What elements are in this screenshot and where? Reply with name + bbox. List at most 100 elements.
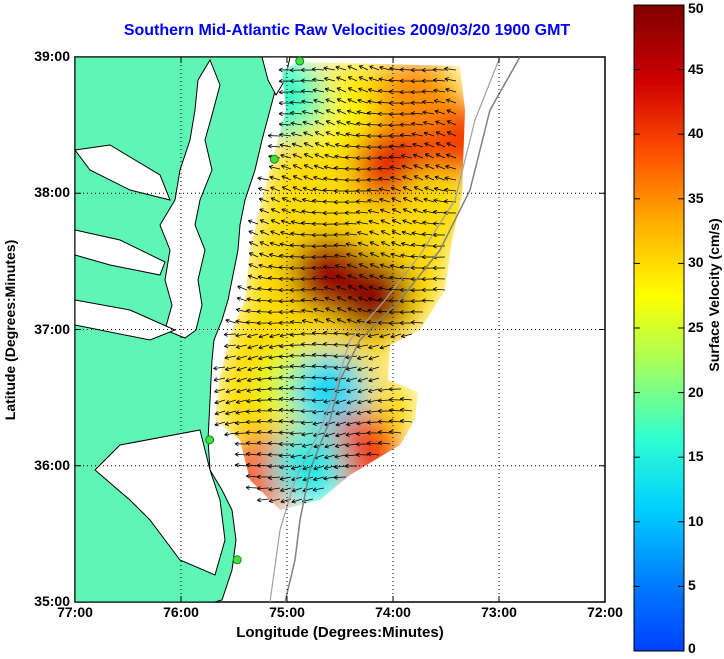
- velocity-arrowhead: [303, 131, 308, 133]
- velocity-arrow: [281, 208, 292, 214]
- velocity-arrow: [336, 109, 347, 115]
- velocity-arrowhead: [377, 122, 382, 126]
- velocity-arrowhead: [322, 378, 327, 381]
- velocity-arrowhead: [333, 221, 338, 225]
- velocity-arrow: [312, 410, 325, 414]
- velocity-arrowhead: [399, 102, 404, 106]
- velocity-arrow: [269, 253, 281, 258]
- velocity-arrowhead: [444, 78, 449, 82]
- velocity-arrowhead: [334, 167, 338, 171]
- velocity-arrow: [257, 431, 270, 434]
- velocity-arrowhead: [234, 453, 239, 457]
- velocity-arrowhead: [268, 355, 273, 359]
- velocity-arrowhead: [278, 300, 283, 304]
- velocity-arrow: [390, 176, 402, 181]
- velocity-arrow: [259, 253, 270, 258]
- velocity-arrow: [402, 186, 413, 192]
- velocity-arrow: [367, 399, 380, 403]
- velocity-arrowhead: [289, 244, 294, 248]
- velocity-arrowhead: [245, 442, 250, 446]
- velocity-arrow: [246, 442, 259, 445]
- velocity-arrowhead: [267, 397, 272, 400]
- velocity-arrowhead: [366, 179, 371, 182]
- velocity-arrowhead: [333, 477, 338, 480]
- velocity-arrow: [301, 421, 314, 424]
- velocity-arrow: [446, 131, 457, 137]
- velocity-arrowhead: [257, 379, 262, 382]
- velocity-arrowhead: [356, 346, 361, 349]
- velocity-arrowhead: [401, 165, 405, 169]
- velocity-arrowhead: [279, 335, 284, 338]
- velocity-arrowhead: [378, 440, 383, 444]
- velocity-arrowhead: [390, 187, 395, 191]
- velocity-arrow: [313, 99, 325, 104]
- velocity-arrowhead: [256, 463, 261, 466]
- velocity-arrowhead: [268, 365, 272, 369]
- velocity-arrowhead: [235, 320, 240, 324]
- velocity-arrowhead: [300, 254, 305, 258]
- velocity-arrowhead: [235, 410, 240, 414]
- velocity-arrowhead: [290, 334, 295, 338]
- velocity-arrow: [268, 277, 281, 280]
- velocity-arrowhead: [301, 319, 307, 321]
- velocity-arrowhead: [355, 179, 360, 183]
- velocity-arrowhead: [324, 435, 329, 438]
- velocity-arrowhead: [257, 276, 262, 280]
- velocity-arrow: [268, 366, 281, 369]
- velocity-arrow: [301, 432, 314, 436]
- velocity-arrowhead: [366, 133, 371, 137]
- velocity-arrowhead: [290, 121, 295, 124]
- velocity-arrowhead: [367, 411, 372, 415]
- velocity-arrow: [400, 134, 413, 137]
- velocity-arrowhead: [247, 336, 252, 339]
- velocity-arrow: [235, 464, 248, 467]
- colorbar-label: Surface Velocity (cm/s): [706, 218, 722, 372]
- velocity-arrow: [301, 376, 314, 379]
- velocity-arrow: [368, 88, 380, 93]
- velocity-arrowhead: [358, 296, 363, 298]
- velocity-arrowhead: [267, 378, 272, 381]
- velocity-arrowhead: [290, 374, 295, 378]
- velocity-arrowhead: [400, 409, 404, 413]
- velocity-arrowhead: [314, 131, 318, 136]
- velocity-arrowhead: [311, 365, 316, 369]
- velocity-arrowhead: [399, 89, 404, 93]
- velocity-arrowhead: [303, 164, 307, 169]
- velocity-arrowhead: [225, 377, 229, 382]
- velocity-arrowhead: [269, 252, 274, 255]
- velocity-arrowhead: [444, 66, 449, 69]
- velocity-arrowhead: [278, 102, 283, 106]
- colorbar-tick-label: 30: [688, 254, 704, 271]
- velocity-arrow: [402, 175, 413, 181]
- velocity-arrowhead: [367, 210, 372, 214]
- velocity-arrowhead: [388, 122, 393, 126]
- velocity-arrowhead: [290, 456, 295, 459]
- velocity-arrowhead: [213, 379, 218, 382]
- velocity-arrowhead: [413, 153, 418, 155]
- velocity-arrowhead: [335, 132, 339, 136]
- velocity-arrowhead: [312, 200, 316, 204]
- velocity-arrowhead: [347, 274, 351, 279]
- velocity-arrowhead: [435, 142, 439, 147]
- velocity-arrowhead: [289, 355, 294, 358]
- velocity-arrowhead: [323, 332, 327, 336]
- velocity-arrowhead: [400, 396, 405, 400]
- velocity-arrowhead: [412, 209, 417, 213]
- velocity-arrow: [279, 266, 292, 269]
- velocity-arrowhead: [378, 287, 383, 291]
- velocity-arrowhead: [289, 80, 294, 84]
- velocity-arrowhead: [278, 67, 283, 71]
- velocity-arrowhead: [367, 333, 372, 337]
- velocity-arrow: [411, 321, 424, 324]
- velocity-arrow: [214, 421, 226, 426]
- velocity-arrow: [348, 76, 358, 82]
- velocity-arrow: [301, 299, 314, 302]
- velocity-arrowhead: [410, 300, 415, 304]
- velocity-arrowhead: [368, 286, 373, 290]
- velocity-arrowhead: [411, 244, 415, 248]
- velocity-arrowhead: [357, 308, 361, 313]
- velocity-arrow: [236, 377, 248, 382]
- velocity-arrow: [411, 112, 424, 115]
- velocity-arrowhead: [358, 65, 362, 70]
- velocity-arrow: [237, 285, 248, 291]
